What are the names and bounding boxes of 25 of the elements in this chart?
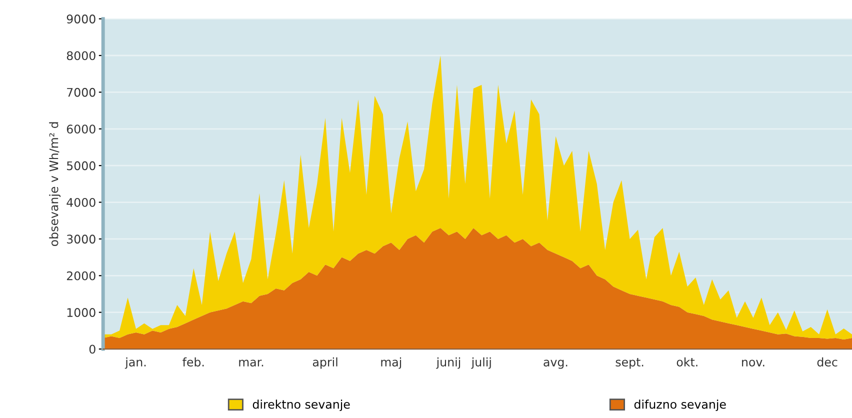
y-tick-label: 6000 — [66, 124, 96, 134]
y-axis-title: obsevanje v Wh/m² d — [49, 122, 61, 246]
legend-label: direktno sevanje — [252, 400, 350, 412]
x-tick-label: avg. — [544, 360, 568, 369]
y-tick-label: 4000 — [66, 198, 96, 207]
x-tick-label: julij — [471, 357, 491, 369]
x-tick-label: jan. — [124, 357, 146, 369]
y-tick-label: 7000 — [67, 88, 96, 97]
x-tick-label: maj — [381, 357, 402, 369]
x-tick-label: nov. — [742, 360, 764, 366]
x-tick-label: feb. — [182, 357, 204, 366]
y-tick-label: 5000 — [67, 161, 96, 170]
y-tick-label: 8000 — [66, 51, 96, 60]
y-tick-label: 9000 — [66, 14, 96, 24]
y-tick-label: 3000 — [67, 234, 96, 244]
x-tick-label: mar. — [239, 360, 264, 366]
x-tick-label: okt. — [676, 357, 698, 366]
legend-label: difuzno sevanje — [634, 400, 726, 412]
x-tick-label: dec — [817, 357, 838, 366]
x-tick-label: april — [312, 357, 338, 369]
x-tick-label: junij — [436, 357, 460, 369]
y-tick-label: 2000 — [66, 271, 96, 280]
x-tick-label: sept. — [616, 358, 644, 369]
y-tick-label: 0 — [89, 344, 96, 354]
y-tick-label: 1000 — [67, 308, 96, 317]
